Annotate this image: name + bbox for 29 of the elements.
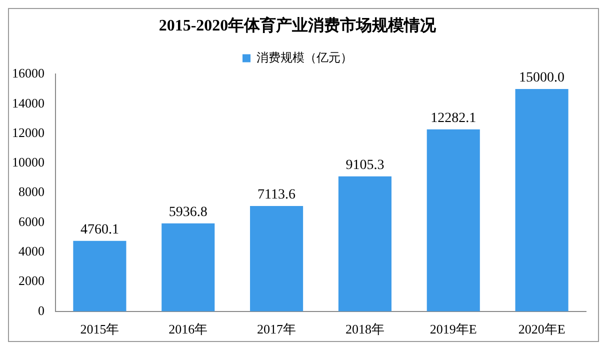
x-tick-label: 2016年 — [168, 322, 208, 337]
text: 4760.1 — [80, 222, 119, 238]
bar — [250, 206, 304, 312]
x-tick-label: 2019年E — [430, 322, 477, 337]
text: 12282.1 — [430, 110, 476, 126]
bar — [73, 240, 126, 312]
x-tick-label: 2017年 — [257, 322, 296, 337]
text: 9105.3 — [346, 158, 384, 174]
legend-label: 消费规模（亿元） — [256, 50, 352, 64]
y-tick-label: 16000 — [12, 66, 44, 81]
bar — [162, 223, 215, 312]
y-tick-label: 12000 — [12, 124, 44, 140]
chart-title: 2015-2020年体育产业消费市场规模情况 — [158, 16, 438, 35]
bar — [338, 176, 392, 312]
y-tick-label: 6000 — [18, 214, 44, 229]
x-tick-label: 2015年 — [80, 322, 120, 337]
x-tick-label: 2018年 — [345, 322, 384, 337]
y-tick-label: 8000 — [18, 184, 44, 200]
bar — [426, 129, 480, 312]
text: 15000.0 — [519, 70, 565, 86]
y-tick-label: 10000 — [12, 154, 44, 170]
y-tick-label: 2000 — [18, 273, 44, 288]
text: 5936.8 — [168, 205, 208, 220]
x-tick-label: 2020年E — [518, 322, 566, 337]
y-tick-label: 14000 — [12, 95, 44, 110]
text: 7113.6 — [258, 188, 296, 203]
bar — [515, 89, 568, 312]
y-tick-label: 0 — [38, 302, 44, 318]
y-tick-label: 4000 — [18, 244, 44, 259]
